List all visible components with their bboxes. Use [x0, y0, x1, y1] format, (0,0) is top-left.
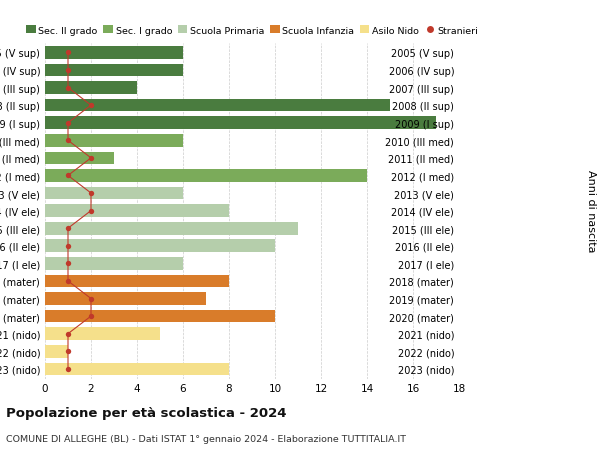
- Point: [86, 102, 96, 110]
- Point: [63, 173, 73, 180]
- Bar: [45, 240, 275, 252]
- Bar: [45, 117, 436, 130]
- Point: [86, 155, 96, 162]
- Bar: [45, 170, 367, 182]
- Point: [63, 278, 73, 285]
- Point: [86, 190, 96, 197]
- Point: [63, 365, 73, 373]
- Point: [63, 84, 73, 92]
- Point: [86, 313, 96, 320]
- Point: [63, 330, 73, 338]
- Bar: [45, 275, 229, 288]
- Text: COMUNE DI ALLEGHE (BL) - Dati ISTAT 1° gennaio 2024 - Elaborazione TUTTITALIA.IT: COMUNE DI ALLEGHE (BL) - Dati ISTAT 1° g…: [6, 434, 406, 443]
- Bar: [45, 152, 114, 165]
- Point: [63, 348, 73, 355]
- Bar: [45, 187, 183, 200]
- Bar: [45, 64, 183, 77]
- Text: Anni di nascita: Anni di nascita: [586, 170, 596, 252]
- Point: [63, 260, 73, 268]
- Text: Popolazione per età scolastica - 2024: Popolazione per età scolastica - 2024: [6, 406, 287, 419]
- Bar: [45, 47, 183, 60]
- Bar: [45, 257, 183, 270]
- Bar: [45, 100, 390, 112]
- Bar: [45, 310, 275, 323]
- Bar: [45, 222, 298, 235]
- Point: [63, 242, 73, 250]
- Bar: [45, 134, 183, 147]
- Bar: [45, 205, 229, 218]
- Bar: [45, 345, 68, 358]
- Legend: Sec. II grado, Sec. I grado, Scuola Primaria, Scuola Infanzia, Asilo Nido, Stran: Sec. II grado, Sec. I grado, Scuola Prim…: [26, 26, 478, 35]
- Point: [86, 295, 96, 302]
- Point: [63, 67, 73, 74]
- Bar: [45, 292, 206, 305]
- Bar: [45, 328, 160, 340]
- Point: [63, 120, 73, 127]
- Bar: [45, 363, 229, 375]
- Point: [86, 207, 96, 215]
- Point: [63, 225, 73, 232]
- Point: [63, 137, 73, 145]
- Bar: [45, 82, 137, 95]
- Point: [63, 50, 73, 57]
